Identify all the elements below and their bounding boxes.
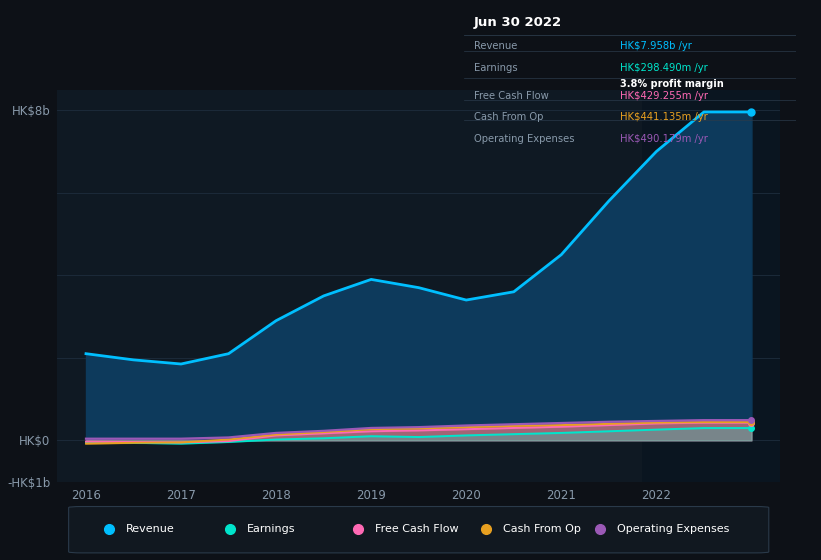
Text: HK$298.490m /yr: HK$298.490m /yr <box>620 63 708 73</box>
Text: Operating Expenses: Operating Expenses <box>474 134 575 144</box>
Text: HK$441.135m /yr: HK$441.135m /yr <box>620 112 708 122</box>
Text: Free Cash Flow: Free Cash Flow <box>474 91 548 101</box>
Text: Jun 30 2022: Jun 30 2022 <box>474 16 562 29</box>
Text: Revenue: Revenue <box>474 41 517 51</box>
Text: Cash From Op: Cash From Op <box>474 112 544 122</box>
Text: HK$7.958b /yr: HK$7.958b /yr <box>620 41 692 51</box>
Text: Operating Expenses: Operating Expenses <box>617 524 730 534</box>
Text: 3.8% profit margin: 3.8% profit margin <box>620 80 724 90</box>
FancyBboxPatch shape <box>69 506 768 553</box>
Text: Earnings: Earnings <box>247 524 296 534</box>
Text: Revenue: Revenue <box>126 524 175 534</box>
Text: HK$490.179m /yr: HK$490.179m /yr <box>620 134 708 144</box>
Text: Earnings: Earnings <box>474 63 517 73</box>
Text: HK$429.255m /yr: HK$429.255m /yr <box>620 91 709 101</box>
Bar <box>642 90 780 482</box>
Text: Cash From Op: Cash From Op <box>502 524 580 534</box>
Text: Free Cash Flow: Free Cash Flow <box>375 524 459 534</box>
